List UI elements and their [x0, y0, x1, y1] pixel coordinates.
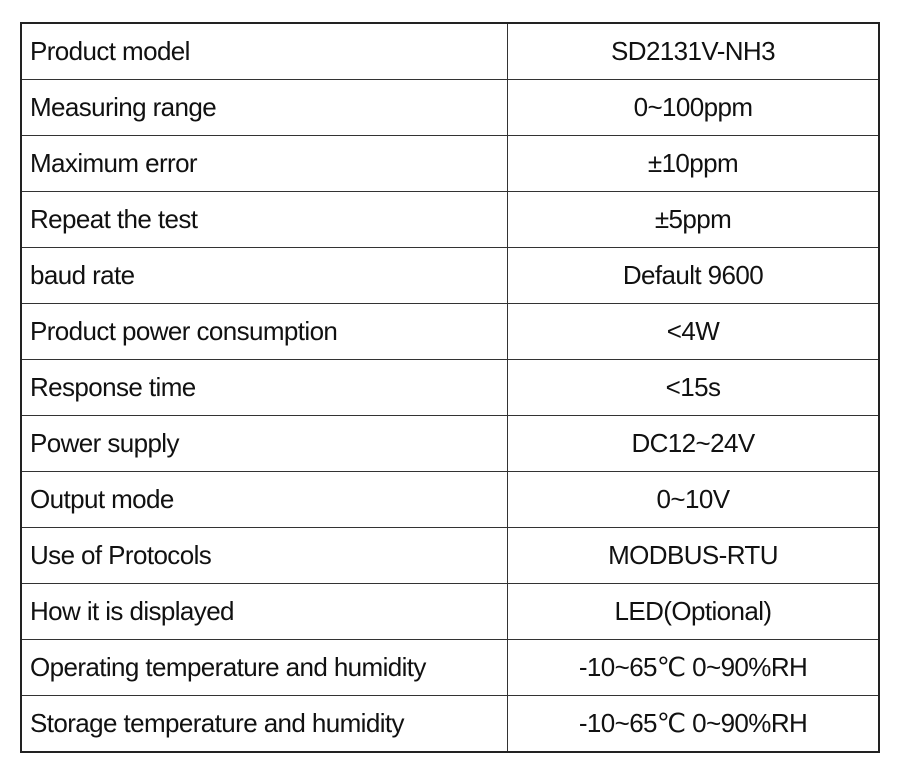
spec-label: Measuring range — [20, 79, 508, 136]
spec-row: Repeat the test ±5ppm — [20, 191, 880, 248]
spec-value: <4W — [507, 303, 880, 360]
spec-label: How it is displayed — [20, 583, 508, 640]
spec-row: Measuring range 0~100ppm — [20, 79, 880, 136]
spec-value: -10~65℃ 0~90%RH — [507, 639, 880, 696]
spec-value: -10~65℃ 0~90%RH — [507, 695, 880, 753]
spec-value: 0~10V — [507, 471, 880, 528]
spec-row: Operating temperature and humidity -10~65… — [20, 639, 880, 696]
spec-row: Use of Protocols MODBUS-RTU — [20, 527, 880, 584]
spec-label: Power supply — [20, 415, 508, 472]
spec-row: Response time <15s — [20, 359, 880, 416]
spec-row: baud rate Default 9600 — [20, 247, 880, 304]
spec-label: Storage temperature and humidity — [20, 695, 508, 753]
spec-table: Product model SD2131V-NH3 Measuring range 0… — [20, 22, 880, 753]
spec-row: Maximum error ±10ppm — [20, 135, 880, 192]
spec-label: Repeat the test — [20, 191, 508, 248]
spec-table-body: Product model SD2131V-NH3 Measuring range 0… — [20, 22, 880, 753]
spec-label: Use of Protocols — [20, 527, 508, 584]
spec-row: Product model SD2131V-NH3 — [20, 22, 880, 80]
spec-label: Product model — [20, 22, 508, 80]
spec-row: Output mode 0~10V — [20, 471, 880, 528]
spec-row: Power supply DC12~24V — [20, 415, 880, 472]
spec-label: Output mode — [20, 471, 508, 528]
spec-label: Maximum error — [20, 135, 508, 192]
spec-label: Response time — [20, 359, 508, 416]
spec-label: Operating temperature and humidity — [20, 639, 508, 696]
spec-value: SD2131V-NH3 — [507, 22, 880, 80]
spec-label: baud rate — [20, 247, 508, 304]
spec-row: Product power consumption <4W — [20, 303, 880, 360]
spec-row: How it is displayed LED(Optional) — [20, 583, 880, 640]
spec-value: LED(Optional) — [507, 583, 880, 640]
spec-value: MODBUS-RTU — [507, 527, 880, 584]
spec-value: 0~100ppm — [507, 79, 880, 136]
spec-value: ±5ppm — [507, 191, 880, 248]
spec-value: ±10ppm — [507, 135, 880, 192]
spec-value: DC12~24V — [507, 415, 880, 472]
spec-value: <15s — [507, 359, 880, 416]
spec-row: Storage temperature and humidity -10~65℃ … — [20, 695, 880, 753]
spec-label: Product power consumption — [20, 303, 508, 360]
spec-value: Default 9600 — [507, 247, 880, 304]
